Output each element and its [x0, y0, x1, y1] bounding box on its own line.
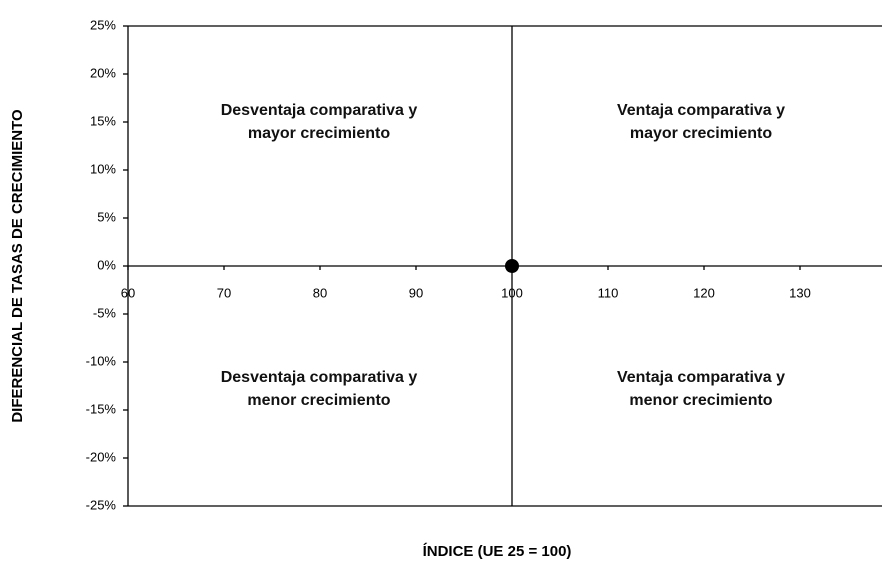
x-tick-label: 100: [501, 285, 523, 300]
data-point: [505, 259, 519, 273]
y-tick-label: -15%: [86, 401, 117, 416]
x-tick-label: 70: [217, 285, 231, 300]
x-tick-label: 110: [598, 285, 619, 300]
y-tick-label: 15%: [90, 113, 116, 128]
y-tick-label: -5%: [93, 305, 117, 320]
y-tick-label: -25%: [86, 497, 117, 512]
y-tick-label: 20%: [90, 65, 116, 80]
x-tick-label: 120: [693, 285, 715, 300]
y-axis-title: DIFERENCIAL DE TASAS DE CRECIMIENTO: [9, 109, 26, 423]
y-tick-label: 10%: [90, 161, 116, 176]
quadrant-label: mayor crecimiento: [630, 125, 773, 142]
quadrant-label: Desventaja comparativa y: [221, 102, 418, 119]
x-tick-label: 80: [313, 285, 327, 300]
x-tick-label: 130: [789, 285, 811, 300]
y-tick-label: 5%: [97, 209, 116, 224]
x-tick-label: 60: [121, 285, 135, 300]
x-tick-label: 90: [409, 285, 423, 300]
quadrant-label: mayor crecimiento: [248, 125, 391, 142]
quadrant-label: menor crecimiento: [629, 392, 772, 409]
quadrant-label: Ventaja comparativa y: [617, 369, 785, 386]
quadrant-label: Desventaja comparativa y: [221, 369, 418, 386]
x-axis-title: ÍNDICE (UE 25 = 100): [423, 543, 572, 560]
quadrant-label: menor crecimiento: [247, 392, 390, 409]
quadrant-label: Ventaja comparativa y: [617, 102, 785, 119]
y-tick-label: 25%: [90, 17, 116, 32]
y-tick-label: 0%: [97, 257, 116, 272]
y-tick-label: -20%: [86, 449, 117, 464]
y-tick-label: -10%: [86, 353, 117, 368]
